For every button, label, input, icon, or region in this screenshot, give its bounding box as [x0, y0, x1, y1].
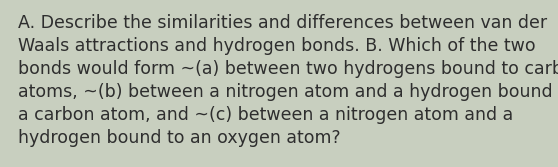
Text: A. Describe the similarities and differences between van der: A. Describe the similarities and differe… — [18, 14, 547, 32]
Text: hydrogen bound to an oxygen atom?: hydrogen bound to an oxygen atom? — [18, 129, 340, 147]
Text: bonds would form ~(a) between two hydrogens bound to carbon: bonds would form ~(a) between two hydrog… — [18, 60, 558, 78]
Text: Waals attractions and hydrogen bonds. B. Which of the two: Waals attractions and hydrogen bonds. B.… — [18, 37, 536, 55]
Text: atoms, ~(b) between a nitrogen atom and a hydrogen bound to: atoms, ~(b) between a nitrogen atom and … — [18, 83, 558, 101]
Text: a carbon atom, and ~(c) between a nitrogen atom and a: a carbon atom, and ~(c) between a nitrog… — [18, 106, 513, 124]
